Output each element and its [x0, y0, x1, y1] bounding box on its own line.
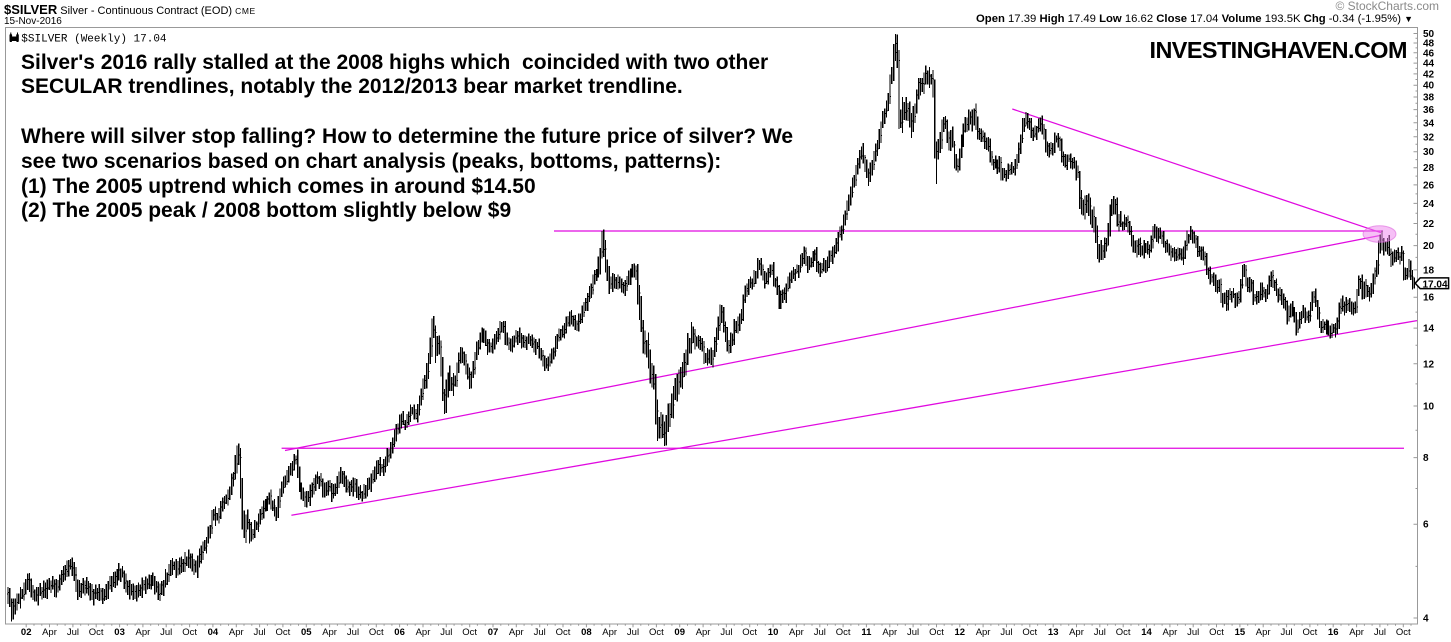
svg-text:Apr: Apr — [229, 627, 244, 638]
svg-text:Jul: Jul — [534, 627, 546, 638]
svg-text:05: 05 — [301, 627, 312, 638]
svg-text:24: 24 — [1423, 199, 1435, 210]
svg-text:Jul: Jul — [160, 627, 172, 638]
svg-text:12: 12 — [1423, 359, 1435, 370]
svg-text:Apr: Apr — [602, 627, 617, 638]
svg-text:16: 16 — [1328, 627, 1339, 638]
svg-text:10: 10 — [1423, 402, 1435, 413]
svg-text:16: 16 — [1423, 293, 1435, 304]
svg-text:Oct: Oct — [1116, 627, 1131, 638]
svg-text:38: 38 — [1423, 93, 1435, 104]
svg-text:Jul: Jul — [347, 627, 359, 638]
svg-text:14: 14 — [1423, 324, 1435, 335]
svg-text:Jul: Jul — [1374, 627, 1386, 638]
svg-text:42: 42 — [1423, 69, 1435, 80]
svg-text:04: 04 — [208, 627, 219, 638]
svg-text:Apr: Apr — [882, 627, 897, 638]
svg-text:Jul: Jul — [1000, 627, 1012, 638]
svg-text:$SILVER (Weekly) 17.04: $SILVER (Weekly) 17.04 — [21, 34, 167, 46]
svg-text:07: 07 — [488, 627, 499, 638]
svg-text:17.04: 17.04 — [1423, 279, 1448, 290]
svg-text:4: 4 — [1423, 614, 1429, 625]
svg-text:Jul: Jul — [720, 627, 732, 638]
svg-text:28: 28 — [1423, 163, 1435, 174]
svg-text:Apr: Apr — [976, 627, 991, 638]
svg-text:03: 03 — [114, 627, 125, 638]
svg-text:22: 22 — [1423, 219, 1435, 230]
svg-text:30: 30 — [1423, 147, 1435, 158]
svg-text:Oct: Oct — [1209, 627, 1224, 638]
svg-text:8: 8 — [1423, 453, 1429, 464]
svg-text:Apr: Apr — [416, 627, 431, 638]
svg-text:Oct: Oct — [276, 627, 291, 638]
svg-text:Oct: Oct — [462, 627, 477, 638]
svg-text:Apr: Apr — [1163, 627, 1178, 638]
svg-text:Oct: Oct — [369, 627, 384, 638]
svg-text:10: 10 — [768, 627, 779, 638]
svg-text:Oct: Oct — [89, 627, 104, 638]
svg-text:18: 18 — [1423, 265, 1435, 276]
svg-text:08: 08 — [581, 627, 592, 638]
svg-text:Oct: Oct — [836, 627, 851, 638]
svg-text:09: 09 — [674, 627, 685, 638]
svg-text:34: 34 — [1423, 118, 1435, 129]
svg-text:Jul: Jul — [627, 627, 639, 638]
svg-text:26: 26 — [1423, 180, 1435, 191]
svg-text:Jul: Jul — [440, 627, 452, 638]
svg-text:Oct: Oct — [1022, 627, 1037, 638]
svg-text:Jul: Jul — [814, 627, 826, 638]
svg-text:Apr: Apr — [1069, 627, 1084, 638]
svg-text:Apr: Apr — [42, 627, 57, 638]
svg-text:Oct: Oct — [182, 627, 197, 638]
svg-text:36: 36 — [1423, 105, 1435, 116]
svg-text:Jul: Jul — [1281, 627, 1293, 638]
svg-text:Oct: Oct — [556, 627, 571, 638]
svg-text:Jul: Jul — [67, 627, 79, 638]
svg-text:Apr: Apr — [322, 627, 337, 638]
svg-text:Oct: Oct — [929, 627, 944, 638]
svg-text:11: 11 — [861, 627, 872, 638]
svg-text:6: 6 — [1423, 520, 1429, 531]
svg-text:13: 13 — [1048, 627, 1059, 638]
svg-text:Jul: Jul — [1094, 627, 1106, 638]
svg-text:50: 50 — [1423, 29, 1435, 40]
svg-text:14: 14 — [1141, 627, 1152, 638]
svg-text:46: 46 — [1423, 48, 1435, 59]
svg-text:Oct: Oct — [1396, 627, 1411, 638]
svg-text:44: 44 — [1423, 59, 1435, 70]
svg-text:Apr: Apr — [696, 627, 711, 638]
svg-text:02: 02 — [21, 627, 32, 638]
svg-text:Apr: Apr — [1349, 627, 1364, 638]
svg-text:32: 32 — [1423, 132, 1435, 143]
svg-text:40: 40 — [1423, 81, 1435, 92]
svg-text:12: 12 — [955, 627, 966, 638]
svg-text:06: 06 — [394, 627, 405, 638]
svg-text:Apr: Apr — [509, 627, 524, 638]
svg-text:Jul: Jul — [907, 627, 919, 638]
svg-text:Oct: Oct — [1303, 627, 1318, 638]
svg-text:48: 48 — [1423, 39, 1435, 50]
svg-text:20: 20 — [1423, 241, 1435, 252]
svg-text:15: 15 — [1235, 627, 1246, 638]
svg-text:Jul: Jul — [1187, 627, 1199, 638]
svg-text:Oct: Oct — [742, 627, 757, 638]
svg-text:Jul: Jul — [254, 627, 266, 638]
svg-text:Apr: Apr — [789, 627, 804, 638]
svg-text:Oct: Oct — [649, 627, 664, 638]
svg-text:Apr: Apr — [136, 627, 151, 638]
svg-text:Apr: Apr — [1256, 627, 1271, 638]
